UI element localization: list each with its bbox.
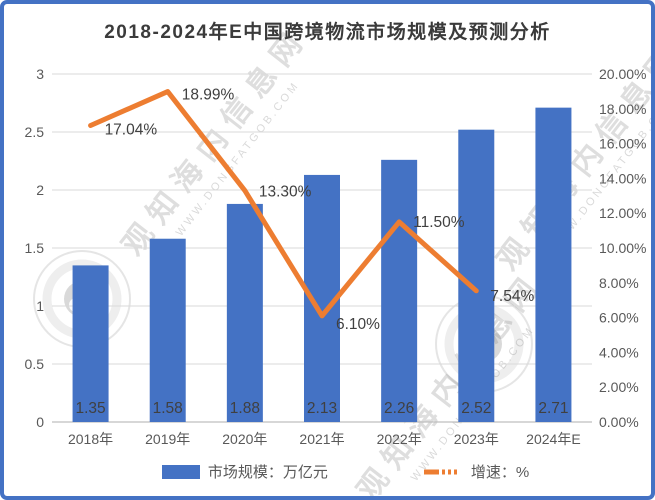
bar-value-label: 2.26 — [384, 400, 414, 417]
bar-value-label: 2.71 — [538, 400, 568, 417]
bar — [72, 265, 109, 422]
right-axis-tick-label: 0.00% — [599, 414, 639, 430]
bar — [381, 159, 418, 422]
left-axis-tick-label: 1 — [36, 298, 44, 314]
legend-bar-label: 市场规模：万亿元 — [207, 464, 328, 481]
chart-title: 2018-2024年E中国跨境物流市场规模及预测分析 — [104, 22, 551, 43]
x-axis-category-label: 2024年E — [526, 431, 580, 447]
bar-value-label: 1.58 — [153, 400, 183, 417]
line-value-label: 17.04% — [105, 122, 158, 139]
x-axis-category-label: 2020年 — [222, 431, 267, 447]
right-axis-tick-label: 8.00% — [599, 275, 639, 291]
right-axis-tick-label: 6.00% — [599, 310, 639, 326]
legend-item-growth-rate: 增速：% — [423, 461, 529, 482]
right-axis-tick-label: 12.00% — [599, 205, 646, 221]
right-axis-tick-label: 16.00% — [599, 136, 646, 152]
chart-plot-area: 32.521.510.5020.00%18.00%16.00%14.00%12.… — [25, 66, 647, 447]
left-axis-tick-label: 2.5 — [25, 124, 45, 140]
right-axis-tick-label: 10.00% — [599, 240, 646, 256]
growth-rate-line — [88, 89, 479, 319]
right-axis-tick-label: 4.00% — [599, 344, 639, 360]
x-axis-category-label: 2022年 — [377, 431, 422, 447]
x-axis-category-label: 2018年 — [68, 431, 113, 447]
bar-value-label: 2.52 — [461, 400, 491, 417]
right-axis-tick-label: 2.00% — [599, 379, 639, 395]
line-value-label: 6.10% — [336, 316, 380, 333]
bar — [458, 129, 495, 422]
right-axis-tick-label: 18.00% — [599, 101, 646, 117]
bar-series-swatch — [161, 464, 200, 479]
bar — [149, 238, 186, 422]
right-axis-tick-label: 20.00% — [599, 66, 646, 82]
right-axis-tick-label: 14.00% — [599, 170, 646, 186]
left-axis-tick-label: 0 — [36, 414, 44, 430]
x-axis-category-label: 2021年 — [299, 431, 344, 447]
left-axis-tick-label: 3 — [36, 66, 44, 82]
left-axis-tick-label: 1.5 — [25, 240, 45, 256]
legend-line-label: 增速：% — [470, 464, 530, 481]
bar-value-label: 2.13 — [307, 400, 337, 417]
x-axis-category-label: 2019年 — [145, 431, 190, 447]
x-axis-category-label: 2023年 — [454, 431, 499, 447]
bar-value-label: 1.35 — [75, 400, 105, 417]
legend-item-market-size: 市场规模：万亿元 — [161, 461, 328, 482]
left-axis-tick-label: 2 — [36, 182, 44, 198]
bar-value-label: 1.88 — [230, 400, 260, 417]
left-axis-tick-label: 0.5 — [25, 356, 45, 372]
line-value-label: 7.54% — [490, 288, 534, 305]
bar — [535, 107, 572, 422]
bar — [226, 203, 263, 422]
line-value-label: 13.30% — [259, 184, 312, 201]
line-value-label: 11.50% — [413, 214, 465, 231]
chart-legend: 市场规模：万亿元 增速：% — [22, 461, 651, 482]
line-series-swatch — [423, 469, 462, 474]
line-value-label: 18.99% — [182, 87, 235, 104]
